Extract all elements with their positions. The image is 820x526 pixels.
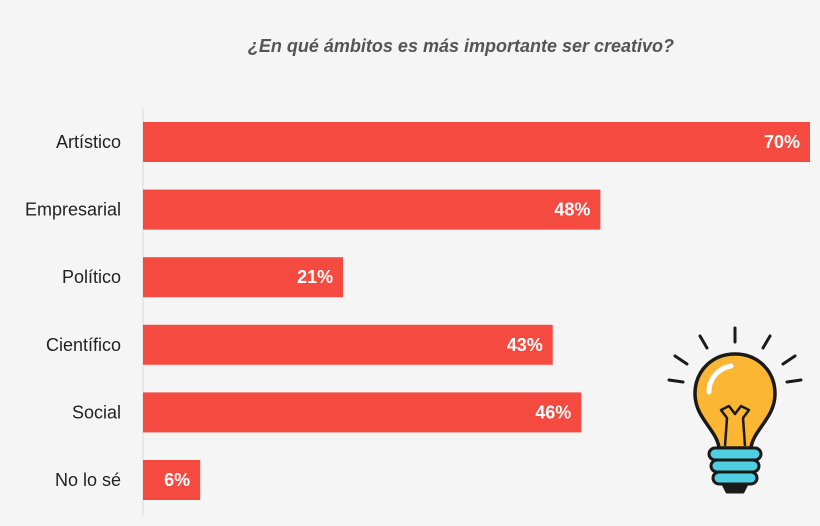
bulb-filament xyxy=(719,404,751,447)
value-label-3: 43% xyxy=(507,335,543,355)
lightbulb-icon xyxy=(667,326,803,494)
category-label-1: Empresarial xyxy=(25,200,121,220)
bulb-highlight xyxy=(706,363,734,395)
bulb-base xyxy=(707,446,763,494)
bar-5 xyxy=(143,460,201,500)
bar-2 xyxy=(143,257,344,298)
bars-group xyxy=(143,122,810,500)
category-label-5: No lo sé xyxy=(55,470,121,490)
chart-title: ¿En qué ámbitos es más importante ser cr… xyxy=(248,36,674,56)
bar-1 xyxy=(143,189,601,230)
category-labels: Artístico Empresarial Político Científico So… xyxy=(25,132,121,490)
category-label-3: Científico xyxy=(46,335,121,355)
category-label-4: Social xyxy=(72,402,121,422)
bulb-glass xyxy=(693,352,777,450)
value-label-0: 70% xyxy=(764,132,800,152)
category-label-2: Político xyxy=(62,267,121,287)
bar-0 xyxy=(143,122,810,162)
value-label-4: 46% xyxy=(535,402,571,422)
value-label-5: 6% xyxy=(164,470,190,490)
bar-3 xyxy=(143,324,553,365)
light-rays xyxy=(667,326,803,384)
value-labels: 70% 48% 21% 43% 46% 6% xyxy=(164,132,800,490)
bar-4 xyxy=(143,392,582,433)
category-label-0: Artístico xyxy=(56,132,121,152)
value-label-2: 21% xyxy=(297,267,333,287)
value-label-1: 48% xyxy=(554,200,590,220)
